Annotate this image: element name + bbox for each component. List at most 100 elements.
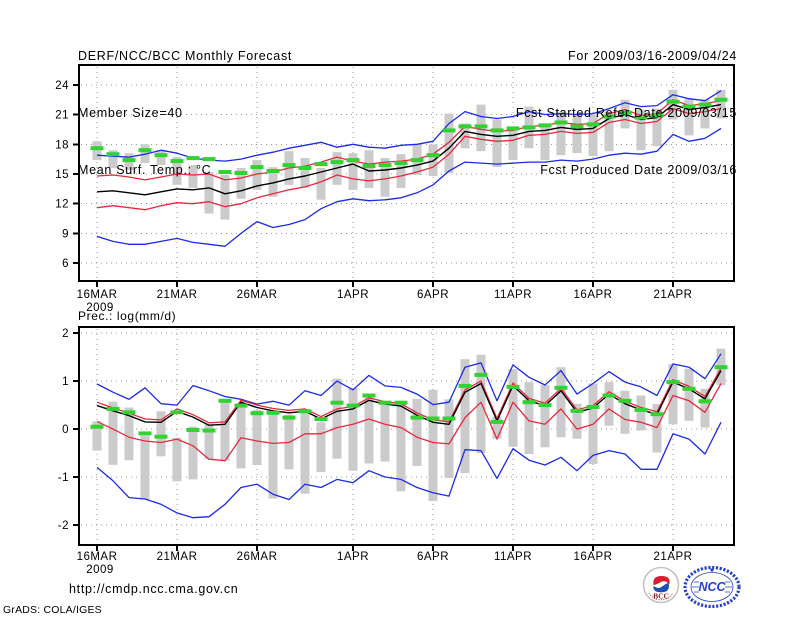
observation-dash bbox=[154, 153, 168, 158]
y-tick-label: 24 bbox=[55, 80, 69, 92]
member-spread-bar bbox=[124, 407, 134, 461]
member-spread-bar bbox=[172, 437, 182, 482]
member-spread-bar bbox=[108, 401, 118, 465]
x-tick-label: 21MAR bbox=[157, 289, 198, 301]
observation-dash bbox=[330, 160, 344, 165]
observation-dash bbox=[618, 398, 632, 403]
x-tick-label: 16MAR bbox=[77, 551, 118, 563]
member-spread-bar bbox=[460, 359, 470, 474]
x-tick-label: 21MAR bbox=[157, 551, 198, 563]
member-spread-bar bbox=[396, 402, 406, 492]
x-tick-label: 16APR bbox=[574, 289, 613, 301]
observation-dash bbox=[474, 124, 488, 129]
x-tick-label: 16APR bbox=[574, 551, 613, 563]
series-line-ensemble-min bbox=[96, 127, 722, 247]
y-tick-label: 9 bbox=[62, 228, 69, 240]
series-line-ensemble-mean bbox=[96, 103, 722, 196]
y-tick-label: 1 bbox=[62, 376, 69, 388]
produced-date-label: Fcst Produced Date 2009/03/16 bbox=[540, 163, 737, 177]
member-spread-bar bbox=[604, 111, 614, 152]
member-spread-bar bbox=[108, 150, 118, 168]
observation-dash bbox=[378, 400, 392, 405]
y-tick-label: -1 bbox=[58, 472, 69, 484]
observation-dash bbox=[106, 406, 120, 411]
observation-dash bbox=[218, 170, 232, 174]
x-tick-label: 21APR bbox=[654, 289, 693, 301]
logo-row: BCC NCC bbox=[641, 566, 742, 608]
observation-dash bbox=[346, 158, 360, 163]
observation-dash bbox=[522, 400, 536, 405]
member-spread-bar bbox=[668, 363, 678, 425]
member-spread-bar bbox=[444, 399, 454, 478]
observation-dash bbox=[442, 416, 456, 421]
ncc-logo: NCC bbox=[683, 566, 741, 608]
prec-axis-title: Prec.: log(mm/d) bbox=[78, 309, 177, 323]
observation-dash bbox=[490, 128, 504, 133]
ncc-logo-star bbox=[710, 568, 714, 572]
member-spread-bar bbox=[684, 98, 694, 136]
temp-axis-title: Mean Surf. Temp.: °C bbox=[78, 163, 212, 177]
ncc-logo-wreath bbox=[683, 566, 741, 608]
refer-date-label: Fcst Started Refer Date 2009/03/15 bbox=[515, 106, 737, 120]
member-spread-bar bbox=[700, 99, 710, 129]
member-spread-bar bbox=[252, 160, 262, 190]
observation-dash bbox=[682, 104, 696, 109]
observation-dash bbox=[602, 393, 616, 398]
member-spread-bar bbox=[220, 400, 230, 461]
y-tick-label: 15 bbox=[55, 169, 69, 181]
observation-dash bbox=[410, 415, 424, 420]
x-tick-label: 26MAR bbox=[237, 551, 278, 563]
grads-credit: GrADS: COLA/IGES bbox=[3, 604, 102, 616]
member-spread-bar bbox=[412, 398, 422, 466]
member-spread-bar bbox=[492, 119, 502, 168]
observation-dash bbox=[138, 148, 152, 153]
y-tick-label: 0 bbox=[62, 424, 69, 436]
observation-dash bbox=[474, 372, 488, 377]
observation-dash bbox=[698, 399, 712, 404]
member-spread-bar bbox=[268, 411, 278, 499]
series-line-mean-minus-spread bbox=[96, 383, 722, 462]
observation-dash bbox=[698, 102, 712, 107]
member-spread-bar bbox=[172, 157, 182, 185]
observation-dash bbox=[250, 411, 264, 416]
member-spread-bar bbox=[92, 421, 102, 451]
member-spread-bar bbox=[364, 150, 374, 188]
x-tick-label: 26MAR bbox=[237, 289, 278, 301]
member-spread-bar bbox=[540, 385, 550, 448]
observation-dash bbox=[314, 417, 328, 421]
y-tick-label: 6 bbox=[62, 258, 69, 270]
member-spread-bar bbox=[380, 402, 390, 462]
observation-dash bbox=[170, 159, 184, 164]
ncc-logo-text: NCC bbox=[698, 580, 726, 594]
observation-dash bbox=[554, 385, 568, 390]
observation-dash bbox=[618, 110, 632, 115]
observation-dash bbox=[394, 161, 408, 166]
member-spread-bar bbox=[252, 409, 262, 465]
member-spread-bar bbox=[428, 144, 438, 176]
member-spread-bar bbox=[188, 165, 198, 188]
observation-dash bbox=[202, 157, 216, 162]
observation-dash bbox=[554, 120, 568, 125]
observation-dash bbox=[266, 169, 280, 173]
bcc-logo-text: BCC bbox=[653, 592, 669, 601]
observation-dash bbox=[186, 428, 200, 432]
observation-dash bbox=[170, 410, 184, 415]
x-axis-year-label: 2009 bbox=[86, 302, 114, 314]
observation-dash bbox=[506, 384, 520, 389]
x-tick-label: 1APR bbox=[337, 551, 369, 563]
series-line-ensemble-mean bbox=[96, 370, 722, 426]
observation-dash bbox=[666, 380, 680, 385]
member-spread-bar bbox=[428, 389, 438, 501]
observation-dash bbox=[506, 126, 520, 131]
observation-dash bbox=[522, 125, 536, 130]
member-spread-bar bbox=[636, 395, 646, 431]
observation-dash bbox=[298, 409, 312, 414]
observation-dash bbox=[282, 163, 296, 168]
observation-dash bbox=[458, 383, 472, 388]
observation-dash bbox=[234, 403, 248, 408]
member-spread-bar bbox=[156, 411, 166, 457]
observation-dash bbox=[394, 400, 408, 405]
member-spread-bar bbox=[348, 153, 358, 190]
member-spread-bar bbox=[444, 113, 454, 173]
